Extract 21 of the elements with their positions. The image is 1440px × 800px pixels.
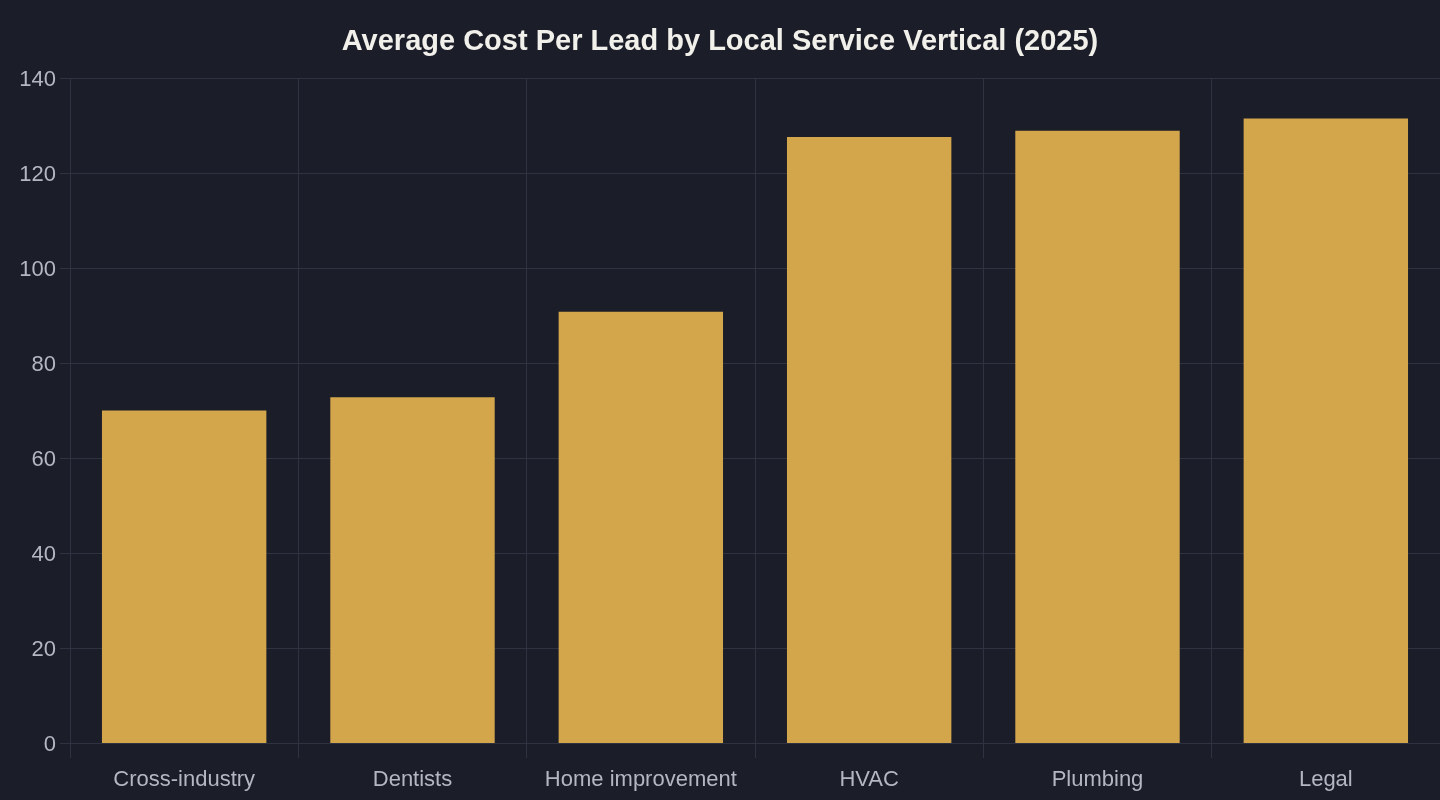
y-tick-label: 20 [31, 635, 56, 661]
x-tick-label: Dentists [372, 765, 453, 791]
bar [330, 397, 495, 743]
x-tick-label: HVAC [839, 765, 900, 791]
y-tick-label: 60 [31, 445, 56, 471]
y-tick-label: 0 [43, 730, 56, 756]
bar [558, 311, 724, 743]
y-tick-label: 40 [31, 540, 56, 566]
y-tick-label: 100 [19, 255, 56, 281]
y-tick-label: 140 [19, 65, 56, 91]
x-tick-label: Plumbing [1051, 765, 1144, 791]
bar [1243, 118, 1409, 743]
y-tick-label: 120 [19, 160, 56, 186]
chart-title: Average Cost Per Lead by Local Service Vertical (2025) [341, 23, 1099, 56]
bar [1015, 130, 1180, 743]
y-tick-label: 80 [31, 350, 56, 376]
bar [786, 136, 952, 743]
x-tick-label: Home improvement [544, 765, 737, 791]
x-tick-label: Legal [1298, 765, 1353, 791]
x-tick-label: Cross-industry [113, 765, 256, 791]
bar [101, 410, 267, 743]
